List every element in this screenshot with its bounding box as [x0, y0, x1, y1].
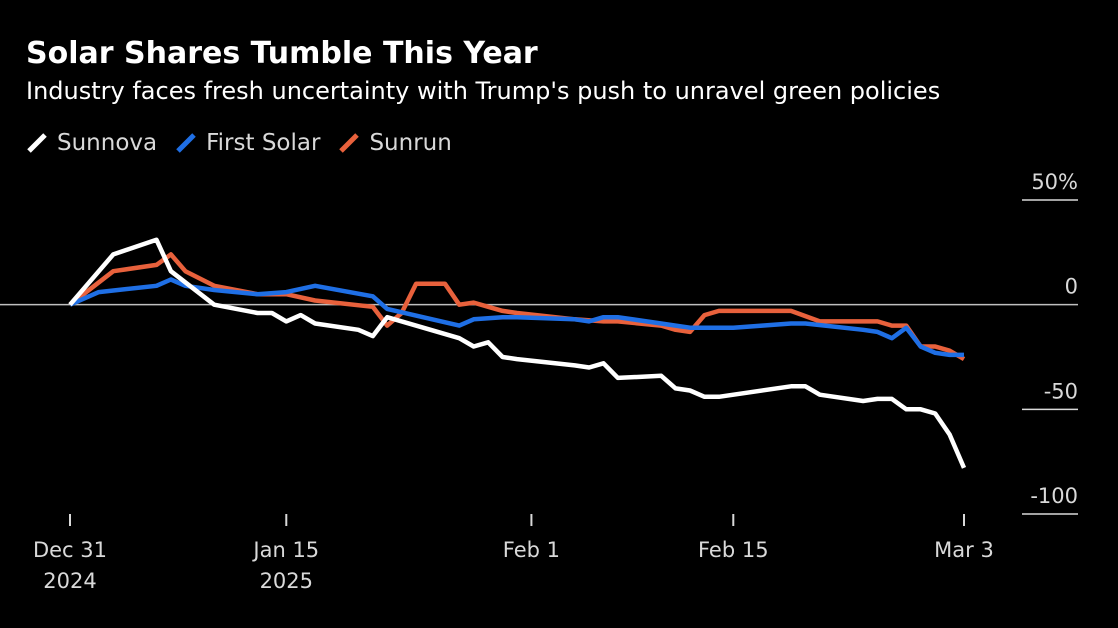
legend-label-first-solar: First Solar	[206, 130, 321, 156]
y-tick-label: -100	[1030, 484, 1078, 508]
x-tick-label: Dec 31	[33, 538, 107, 562]
legend-label-sunnova: Sunnova	[57, 130, 158, 156]
legend-swatch-sunrun	[339, 133, 360, 153]
legend: Sunnova First Solar Sunrun	[26, 128, 470, 158]
x-tick-label: Feb 15	[698, 538, 769, 562]
legend-item-first-solar: First Solar	[175, 130, 320, 156]
legend-swatch-first-solar	[176, 133, 196, 153]
y-tick-label: -50	[1044, 379, 1078, 403]
series-line-sunnova	[68, 237, 967, 469]
legend-label-sunrun: Sunrun	[369, 130, 452, 156]
series-line-first-solar	[69, 277, 964, 358]
chart-subtitle: Industry faces fresh uncertainty with Tr…	[26, 77, 941, 105]
chart-title: Solar Shares Tumble This Year	[26, 36, 538, 71]
legend-item-sunnova: Sunnova	[26, 130, 157, 156]
x-tick-label: Feb 1	[503, 538, 560, 562]
legend-item-sunrun: Sunrun	[338, 130, 452, 156]
x-tick-label-year: 2024	[43, 569, 96, 593]
legend-swatch-sunnova	[27, 133, 47, 153]
x-tick-label: Jan 15	[251, 538, 319, 562]
x-tick-label: Mar 3	[934, 538, 994, 562]
y-tick-label: 50%	[1031, 170, 1078, 194]
series-line-sunrun	[68, 252, 966, 362]
x-tick-label-year: 2025	[260, 569, 313, 593]
y-tick-label: 0	[1065, 275, 1078, 299]
